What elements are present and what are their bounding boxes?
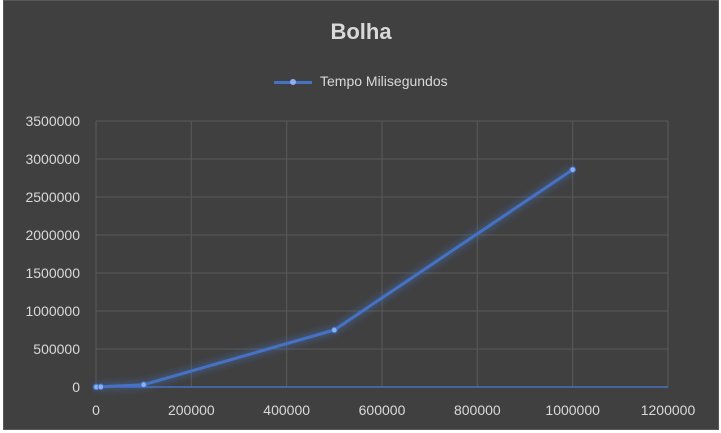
- legend: Tempo Milisegundos: [4, 73, 718, 89]
- series-line: [95, 168, 574, 389]
- x-tick-label: 600000: [359, 402, 406, 418]
- legend-label: Tempo Milisegundos: [320, 73, 448, 89]
- x-tick-label: 800000: [454, 402, 501, 418]
- x-tick-label: 1200000: [641, 402, 696, 418]
- y-tick-label: 1000000: [25, 303, 80, 319]
- chart-title: Bolha: [330, 19, 392, 44]
- y-tick-label: 1500000: [25, 265, 80, 281]
- data-point: [140, 381, 147, 389]
- series-layer: [92, 166, 576, 391]
- x-tick-label: 1000000: [545, 402, 600, 418]
- gridlines: [95, 120, 669, 388]
- data-point: [569, 166, 576, 173]
- y-tick-label: 2500000: [25, 189, 80, 205]
- data-point: [97, 383, 105, 391]
- x-tick-label: 200000: [168, 402, 215, 418]
- x-tick-label: 0: [92, 402, 100, 418]
- chart-area: Bolha Tempo Milisegundos: [3, 0, 719, 430]
- y-tick-label: 500000: [33, 341, 80, 357]
- tick-labels: 0500000100000015000002000000250000030000…: [25, 113, 695, 418]
- y-tick-label: 3500000: [25, 113, 80, 129]
- y-tick-label: 3000000: [25, 151, 80, 167]
- data-point: [331, 326, 338, 334]
- x-tick-label: 400000: [263, 402, 310, 418]
- legend-line-marker: [274, 78, 313, 85]
- y-tick-label: 2000000: [25, 227, 80, 243]
- y-tick-label: 0: [72, 379, 80, 395]
